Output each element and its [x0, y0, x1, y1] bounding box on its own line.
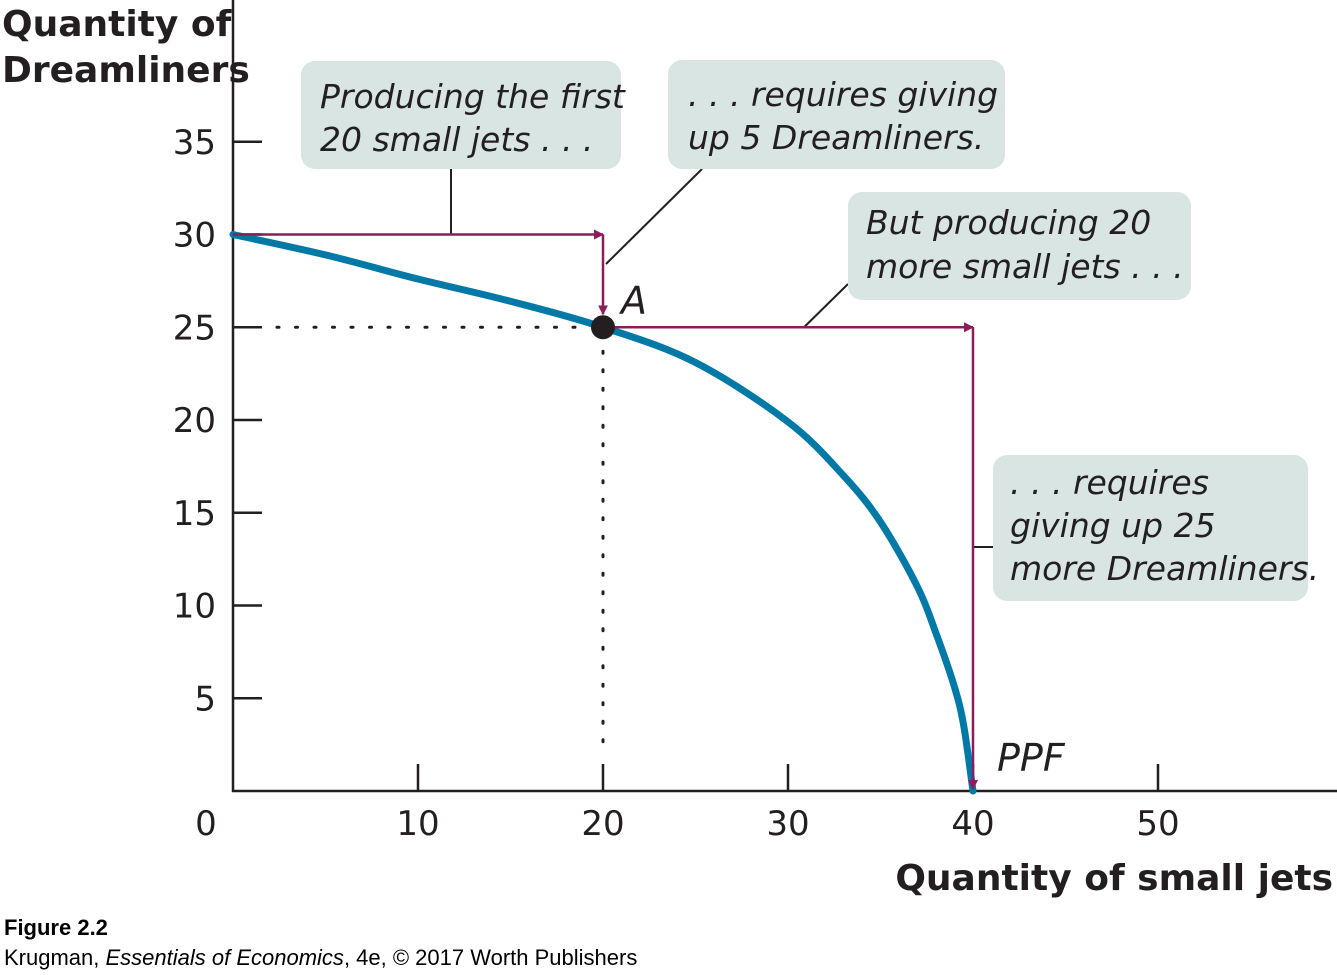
callout-first-jets-line-1: Producing the first — [320, 77, 626, 116]
ppf-curve — [229, 231, 977, 795]
ppf-chart: Quantity of Dreamliners Quantity of smal… — [2, 0, 1337, 899]
callout-more-jets-line-1: But producing 20 — [866, 203, 1151, 242]
x-tick-label: 30 — [766, 804, 809, 844]
y-axis-title: Quantity of Dreamliners — [2, 4, 250, 91]
credit-book-title: Essentials of Economics — [105, 945, 344, 970]
callout-give-up-5-line-1: . . . requires giving — [688, 75, 998, 114]
x-tick-label: 50 — [1136, 804, 1179, 844]
x-axis-title: Quantity of small jets — [895, 858, 1333, 899]
credit-author: Krugman, — [4, 945, 106, 970]
callout-give-up-5: . . . requires giving up 5 Dreamliners. — [668, 60, 1005, 169]
y-tick-label: 25 — [173, 308, 216, 348]
y-tick-label: 20 — [173, 401, 216, 441]
credit-details: , 4e, © 2017 Worth Publishers — [343, 945, 638, 970]
figure-credit: Krugman, Essentials of Economics, 4e, © … — [4, 945, 637, 971]
callout-first-jets-line-2: 20 small jets . . . — [320, 120, 593, 159]
callout-give-up-25-line-1: . . . requires — [1010, 463, 1209, 502]
x-tick-label: 40 — [951, 804, 994, 844]
ppf-series-label: PPF — [997, 736, 1066, 780]
y-axis-title-line-1: Quantity of — [2, 4, 232, 45]
x-tick-label: 10 — [396, 804, 439, 844]
x-tick-label: 20 — [581, 804, 624, 844]
y-tick-label: 35 — [173, 123, 216, 163]
y-tick-label: 10 — [173, 587, 216, 627]
callout-give-up-25: . . . requires giving up 25 more Dreamli… — [993, 455, 1319, 601]
callout-more-jets: But producing 20 more small jets . . . — [848, 192, 1191, 300]
callout-connector-more-jets — [803, 283, 849, 328]
y-tick-label: 30 — [173, 216, 216, 256]
callout-first-jets: Producing the first 20 small jets . . . — [301, 61, 626, 169]
point-a-marker — [591, 315, 615, 340]
y-tick-label: 15 — [173, 494, 216, 534]
callout-give-up-5-line-2: up 5 Dreamliners. — [688, 118, 984, 157]
callout-give-up-25-line-3: more Dreamliners. — [1010, 549, 1319, 588]
point-a-label: A — [618, 278, 647, 322]
callout-give-up-25-line-2: giving up 25 — [1010, 506, 1216, 545]
origin-label: 0 — [195, 804, 217, 844]
callout-connector-give-up-5 — [605, 168, 703, 265]
y-axis-title-line-2: Dreamliners — [2, 50, 250, 91]
y-ticks: 5 10 15 20 25 30 35 — [173, 123, 262, 719]
x-ticks: 10 20 30 40 50 — [396, 764, 1180, 844]
callout-more-jets-line-2: more small jets . . . — [866, 247, 1184, 286]
y-tick-label: 5 — [194, 679, 216, 719]
figure-title: Figure 2.2 — [4, 915, 108, 940]
